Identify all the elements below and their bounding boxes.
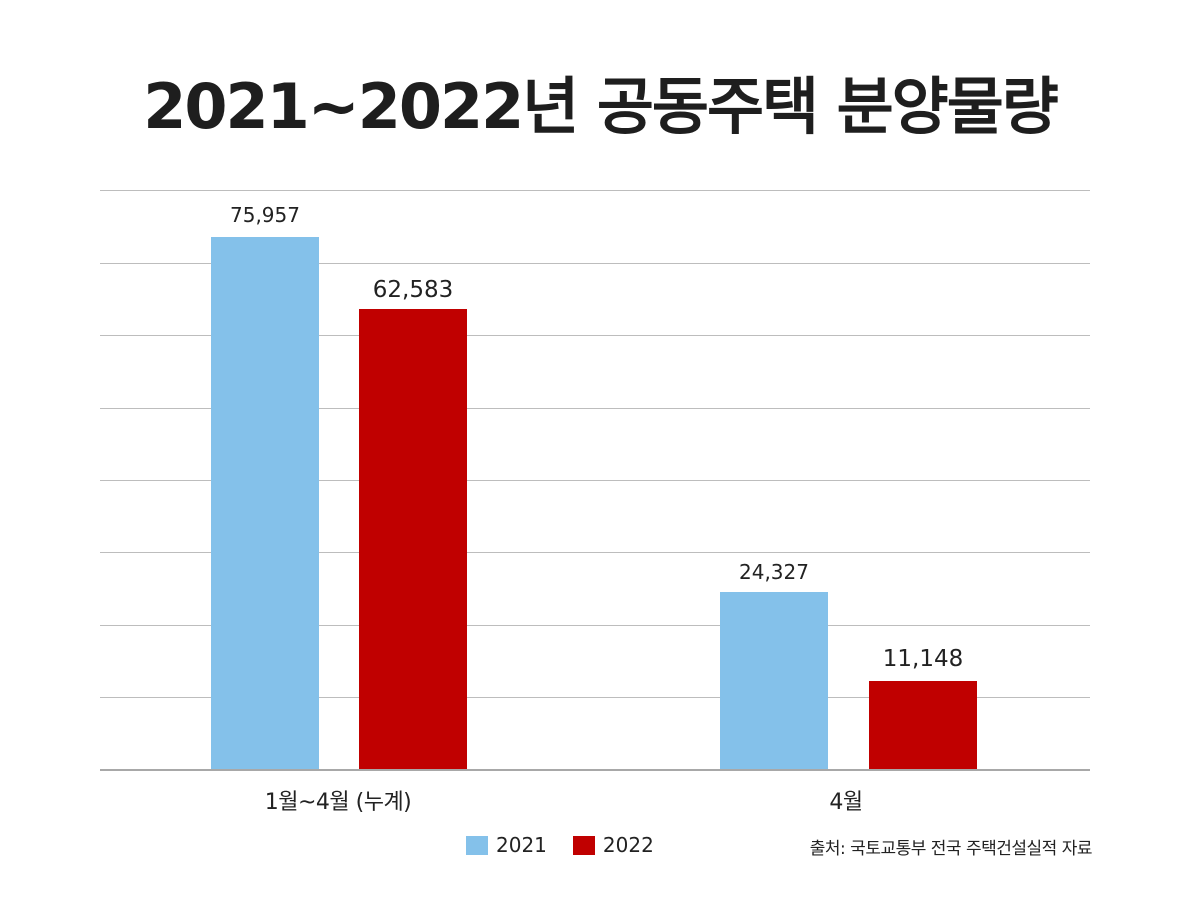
value-label-2022-jan-apr: 62,583 [372, 277, 454, 303]
legend: 2021 2022 [466, 833, 670, 857]
bar-2022-jan-apr [359, 309, 467, 769]
source-note: 출처: 국토교통부 전국 주택건설실적 자료 [809, 839, 1093, 859]
legend-label-2021: 2021 [496, 833, 547, 857]
legend-item-2022: 2022 [572, 833, 654, 857]
x-axis-label-apr: 4월 [829, 790, 863, 815]
x-axis-label-jan-apr: 1월~4월 (누계) [264, 790, 412, 815]
gridline [100, 697, 1090, 698]
value-label-2022-apr: 11,148 [882, 646, 964, 672]
legend-label-2022: 2022 [602, 833, 654, 857]
legend-swatch-2021 [466, 835, 488, 855]
bar-2021-jan-apr [211, 237, 319, 769]
gridline [100, 480, 1090, 481]
value-label-2021-jan-apr: 75,957 [230, 203, 300, 227]
chart-title: 2021~2022년 공동주택 분양물량 [143, 70, 1059, 143]
bar-2022-apr [869, 681, 977, 769]
gridline [100, 190, 1090, 191]
value-label-2021-apr: 24,327 [739, 560, 809, 584]
bar-2021-apr [720, 592, 828, 769]
gridline [100, 625, 1090, 626]
gridline [100, 263, 1090, 264]
x-axis-baseline [100, 769, 1090, 771]
plot-area: 75,957 62,583 24,327 11,148 [100, 190, 1090, 771]
gridline [100, 408, 1090, 409]
gridline [100, 335, 1090, 336]
gridline [100, 552, 1090, 553]
legend-item-2021: 2021 [466, 833, 547, 857]
legend-swatch-2022 [572, 835, 595, 855]
